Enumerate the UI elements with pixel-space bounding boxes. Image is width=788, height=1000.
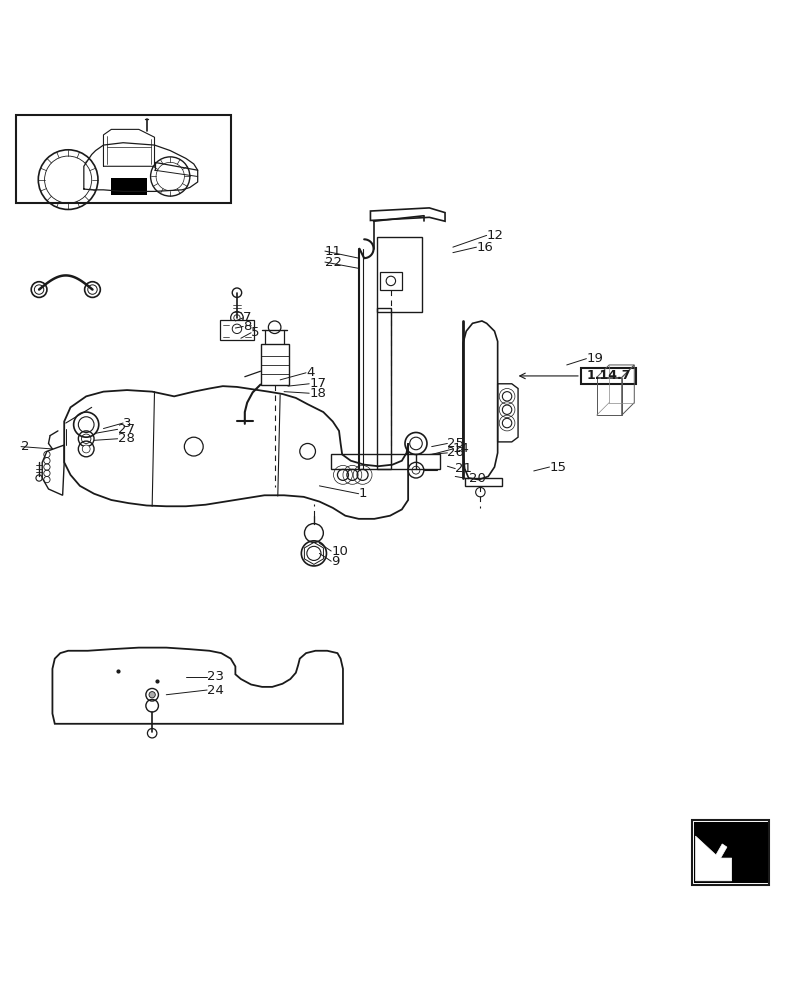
Text: 16: 16 bbox=[477, 241, 493, 254]
Text: 17: 17 bbox=[309, 377, 326, 390]
Text: 1: 1 bbox=[359, 487, 367, 500]
Bar bbox=[261, 344, 288, 385]
Bar bbox=[380, 272, 402, 290]
Bar bbox=[694, 822, 768, 883]
Text: 15: 15 bbox=[549, 461, 567, 474]
Text: 2: 2 bbox=[21, 440, 29, 453]
Bar bbox=[377, 237, 422, 312]
Text: 18: 18 bbox=[309, 387, 326, 400]
Text: 3: 3 bbox=[123, 417, 132, 430]
Text: 23: 23 bbox=[207, 670, 224, 683]
Text: 5: 5 bbox=[251, 326, 259, 339]
Circle shape bbox=[82, 445, 90, 453]
Text: 26: 26 bbox=[448, 446, 464, 459]
Text: 21: 21 bbox=[455, 462, 472, 475]
Text: 22: 22 bbox=[325, 256, 342, 269]
Bar bbox=[693, 820, 769, 885]
Bar bbox=[111, 178, 147, 195]
Text: 4: 4 bbox=[306, 366, 314, 379]
Text: 10: 10 bbox=[331, 545, 348, 558]
Text: 25: 25 bbox=[448, 437, 464, 450]
Text: 8: 8 bbox=[243, 320, 251, 333]
Text: 19: 19 bbox=[586, 352, 604, 365]
Text: 20: 20 bbox=[469, 472, 485, 485]
Polygon shape bbox=[696, 836, 731, 881]
Text: 12: 12 bbox=[487, 229, 504, 242]
Text: 27: 27 bbox=[117, 423, 135, 436]
Bar bbox=[16, 115, 232, 203]
Text: 28: 28 bbox=[117, 432, 135, 445]
Text: 7: 7 bbox=[243, 311, 251, 324]
Bar bbox=[220, 320, 255, 340]
Text: 9: 9 bbox=[331, 555, 340, 568]
Text: 1.14.7: 1.14.7 bbox=[586, 369, 630, 382]
Circle shape bbox=[149, 692, 155, 698]
Text: 14: 14 bbox=[453, 442, 470, 455]
Text: 24: 24 bbox=[207, 684, 224, 697]
Text: 11: 11 bbox=[325, 245, 342, 258]
Bar bbox=[581, 368, 636, 384]
